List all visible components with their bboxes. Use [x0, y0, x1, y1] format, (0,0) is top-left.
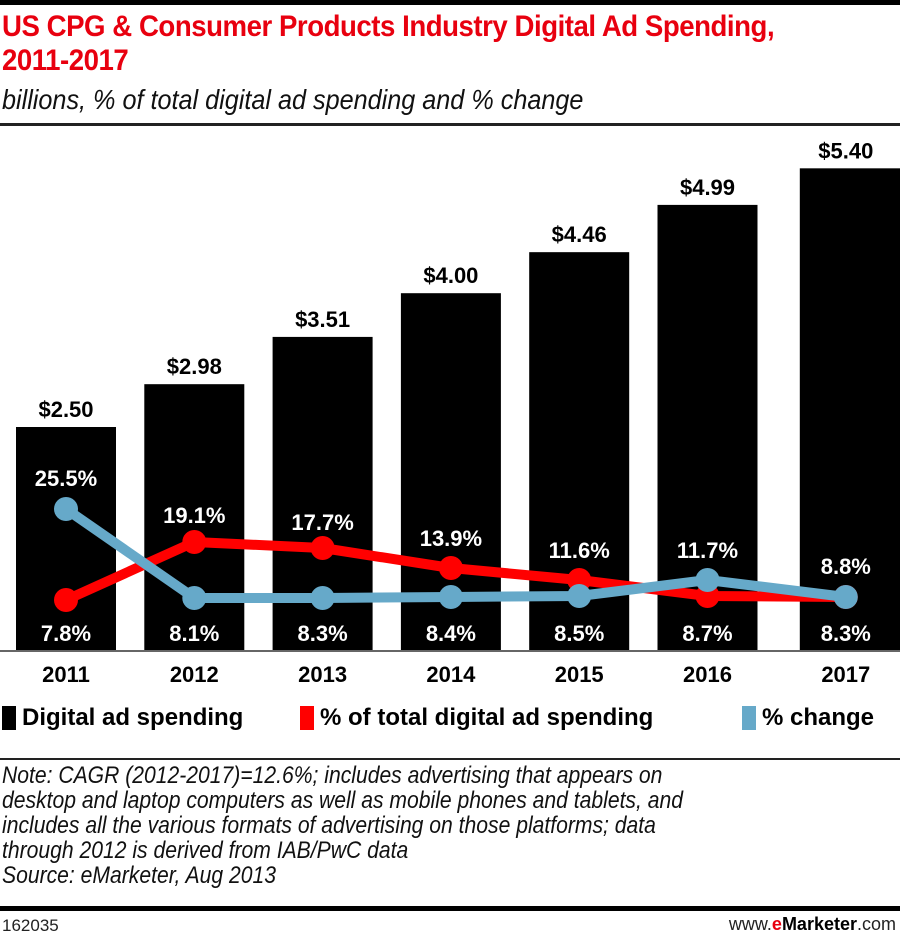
bar-value-label: $4.46: [552, 222, 607, 247]
note-line: desktop and laptop computers as well as …: [2, 787, 683, 814]
footer-divider: [0, 906, 900, 911]
bar-value-label: $2.50: [38, 397, 93, 422]
brand-prefix: www.: [728, 914, 772, 934]
legend-swatch-black: [2, 706, 16, 730]
legend-item-digital-ad-spending: Digital ad spending: [2, 704, 243, 732]
pct-total-point-2012: [182, 530, 207, 554]
top-percent-label: 19.1%: [163, 503, 225, 528]
note-divider: [0, 758, 900, 760]
x-tick-label: 2014: [426, 662, 476, 687]
bar-value-label: $3.51: [295, 307, 350, 332]
legend-label: % of total digital ad spending: [320, 704, 654, 731]
bar-value-label: $5.40: [818, 138, 873, 163]
bottom-percent-label: 7.8%: [41, 621, 91, 646]
brand-suffix: .com: [856, 914, 896, 934]
note-line: Note: CAGR (2012-2017)=12.6%; includes a…: [2, 762, 663, 789]
brand-e: e: [771, 914, 782, 934]
bar-2017: [799, 168, 900, 650]
pct-change-point-2016: [695, 568, 720, 592]
top-percent-label: 11.6%: [549, 538, 610, 563]
legend-swatch-red: [300, 706, 314, 730]
bar-value-label: $4.00: [423, 263, 478, 288]
top-percent-label: 17.7%: [291, 510, 353, 535]
chart-subtitle: billions, % of total digital ad spending…: [2, 84, 584, 115]
bottom-percent-label: 8.3%: [821, 621, 871, 646]
top-percent-label: 25.5%: [35, 466, 97, 491]
bottom-percent-label: 8.5%: [554, 621, 604, 646]
header-divider: [0, 123, 900, 126]
pct-total-point-2014: [438, 556, 463, 580]
pct-total-point-2013: [310, 536, 335, 560]
legend: Digital ad spending % of total digital a…: [0, 704, 900, 740]
legend-swatch-blue: [742, 706, 756, 730]
pct-total-point-2011: [54, 588, 78, 612]
pct-change-point-2017: [833, 585, 858, 609]
bar-value-label: $4.99: [680, 175, 735, 200]
x-tick-label: 2013: [298, 662, 347, 687]
top-percent-label: 8.8%: [821, 554, 871, 579]
legend-label: Digital ad spending: [22, 704, 244, 731]
top-percent-label: 11.7%: [677, 538, 738, 563]
note-line: includes all the various formats of adve…: [2, 812, 656, 839]
brand-url[interactable]: www.eMarketer.com: [729, 914, 896, 935]
pct-change-point-2012: [182, 586, 207, 610]
x-tick-label: 2012: [170, 662, 219, 687]
x-tick-label: 2011: [42, 662, 90, 687]
chart-area: $2.50 2011 $2.98 2012 $3.51 2013 $4.00 2014 $4.4…: [0, 138, 900, 687]
bottom-percent-label: 8.7%: [682, 621, 732, 646]
bottom-percent-label: 8.4%: [426, 621, 476, 646]
pct-change-point-2014: [438, 585, 463, 609]
top-border: [0, 0, 900, 5]
pct-change-point-2011: [54, 497, 78, 521]
bar-value-label: $2.98: [167, 354, 222, 379]
source-line: Source: eMarketer, Aug 2013: [2, 862, 276, 889]
top-percent-label: 13.9%: [420, 526, 482, 551]
x-tick-label: 2017: [821, 662, 870, 687]
bottom-percent-label: 8.1%: [169, 621, 219, 646]
legend-item-pct-total: % of total digital ad spending: [300, 704, 653, 732]
footnote: Note: CAGR (2012-2017)=12.6%; includes a…: [2, 763, 882, 888]
x-tick-label: 2016: [683, 662, 732, 687]
pct-change-point-2015: [567, 584, 592, 608]
chart-title: US CPG & Consumer Products Industry Digi…: [2, 10, 775, 77]
bar-2011: [16, 427, 116, 650]
legend-item-pct-change: % change: [742, 704, 874, 732]
legend-label: % change: [762, 704, 875, 731]
chart-id: 162035: [2, 916, 59, 935]
note-line: through 2012 is derived from IAB/PwC dat…: [2, 837, 409, 864]
pct-change-point-2013: [310, 586, 335, 610]
x-tick-label: 2015: [555, 662, 604, 687]
brand-name: Marketer: [781, 914, 857, 934]
bottom-percent-label: 8.3%: [298, 621, 348, 646]
